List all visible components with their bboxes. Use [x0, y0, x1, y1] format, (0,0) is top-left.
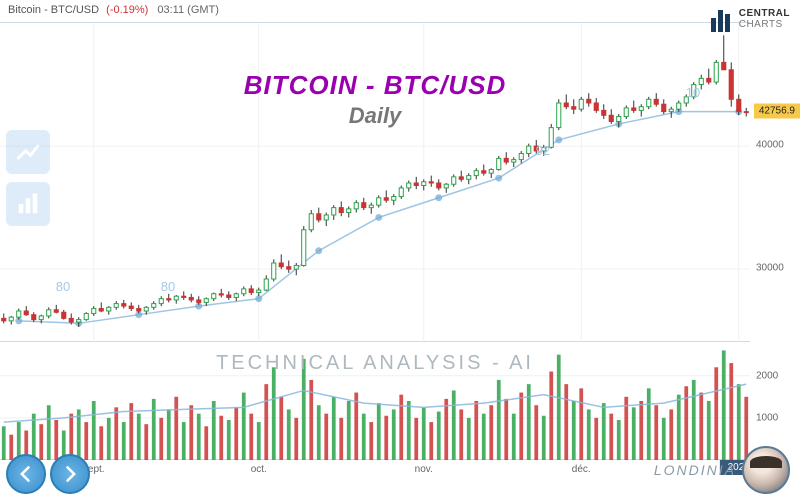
vol-yaxis-tick: 2000: [756, 370, 778, 381]
vol-yaxis-tick: 1000: [756, 412, 778, 423]
yaxis-tick: 30000: [756, 263, 784, 274]
volume-yaxis: 1000 2000: [750, 342, 800, 460]
londinia-text: LONDINIA: [654, 462, 736, 478]
side-toolbar: [6, 130, 50, 226]
brand-line1: CENTRAL: [739, 8, 790, 19]
nav-next-button[interactable]: [50, 454, 90, 494]
xaxis: sept.oct.nov.déc.2024: [0, 460, 750, 500]
chart-container: Bitcoin - BTC/USD (-0.19%) 03:11 (GMT) C…: [0, 0, 800, 500]
londinia-badge[interactable]: LONDINIA: [654, 446, 790, 494]
brand-line2: CHARTS: [739, 19, 790, 30]
timestamp: 03:11 (GMT): [157, 4, 219, 16]
avatar-icon: [742, 446, 790, 494]
chart-header: Bitcoin - BTC/USD (-0.19%) 03:11 (GMT): [8, 4, 219, 16]
yaxis-tick: 40000: [756, 140, 784, 151]
trend-tool-icon[interactable]: [6, 130, 50, 174]
xaxis-tick: déc.: [572, 464, 591, 475]
symbol-label: Bitcoin - BTC/USD: [8, 4, 99, 16]
current-price-tag: 42756.9: [754, 104, 800, 119]
volume-svg: [0, 342, 750, 460]
nav-prev-button[interactable]: [6, 454, 46, 494]
brand-logo[interactable]: CENTRAL CHARTS: [711, 6, 790, 32]
nav-arrows: [6, 454, 90, 494]
xaxis-tick: oct.: [251, 464, 267, 475]
brand-logo-text: CENTRAL CHARTS: [739, 8, 790, 30]
brand-logo-icon: [711, 6, 733, 32]
price-panel[interactable]: [0, 22, 750, 342]
price-yaxis: 30000 40000: [750, 22, 800, 342]
bars-tool-icon[interactable]: [6, 182, 50, 226]
xaxis-tick: nov.: [415, 464, 433, 475]
price-svg: [0, 23, 750, 343]
change-pct: (-0.19%): [106, 4, 148, 16]
volume-panel[interactable]: [0, 342, 750, 460]
